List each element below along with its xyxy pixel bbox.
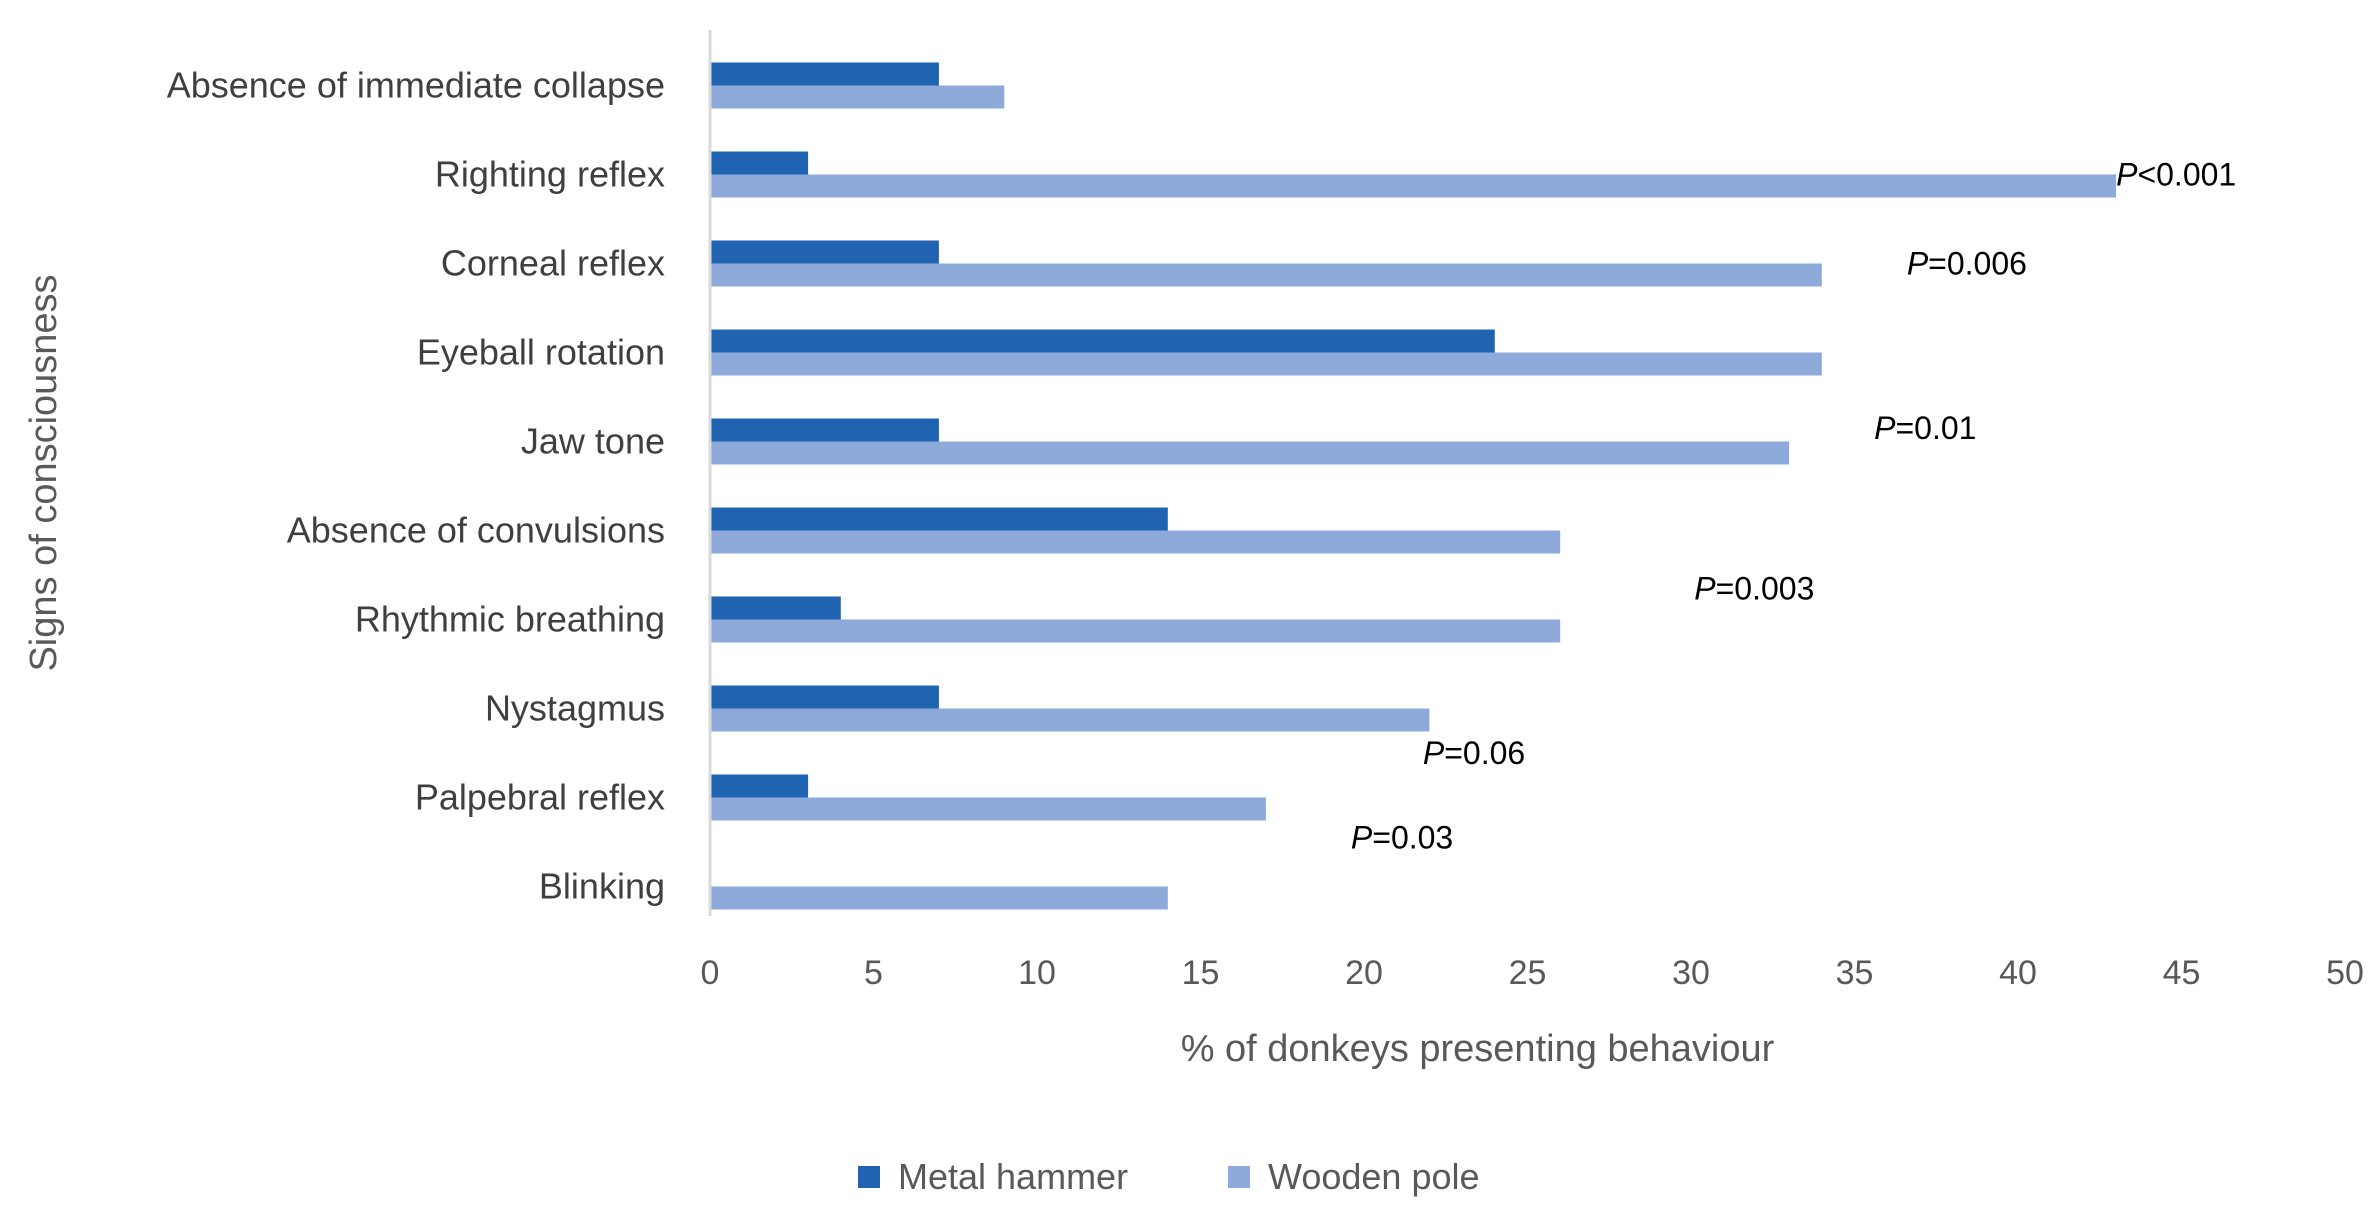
bar-metal-hammer-5 bbox=[710, 418, 939, 442]
p-symbol: P bbox=[1351, 820, 1373, 856]
p-value: <0.001 bbox=[2137, 157, 2236, 193]
category-labels: Absence of immediate collapse Righting re… bbox=[167, 65, 665, 907]
bar-metal-hammer-8 bbox=[710, 685, 939, 709]
legend-swatch-metal-hammer bbox=[858, 1166, 880, 1188]
category-label: Blinking bbox=[539, 866, 665, 907]
x-tick-label: 30 bbox=[1672, 954, 1710, 992]
x-tick-label: 45 bbox=[2163, 954, 2201, 992]
bar-wooden-pole-2 bbox=[710, 174, 2117, 198]
category-label: Jaw tone bbox=[521, 421, 665, 462]
x-tick-labels: 0 5 10 15 20 25 30 35 40 45 50 bbox=[701, 954, 2364, 992]
legend-swatch-wooden-pole bbox=[1228, 1166, 1250, 1188]
bars-layer bbox=[710, 62, 2117, 910]
p-symbol: P bbox=[1874, 410, 1896, 446]
bar-wooden-pole-10 bbox=[710, 886, 1168, 910]
bar-wooden-pole-4 bbox=[710, 352, 1822, 376]
bar-wooden-pole-5 bbox=[710, 441, 1790, 465]
x-tick-label: 20 bbox=[1345, 954, 1383, 992]
p-value-annotation: P=0.003 bbox=[1694, 570, 1814, 606]
bar-metal-hammer-7 bbox=[710, 596, 841, 620]
category-label: Righting reflex bbox=[435, 154, 665, 195]
bar-wooden-pole-7 bbox=[710, 619, 1561, 643]
bar-metal-hammer-9 bbox=[710, 774, 809, 798]
x-tick-label: 15 bbox=[1182, 954, 1220, 992]
p-value: =0.006 bbox=[1928, 246, 2027, 282]
x-axis-title: % of donkeys presenting behaviour bbox=[1181, 1028, 1775, 1070]
x-tick-label: 10 bbox=[1018, 954, 1056, 992]
p-value: =0.03 bbox=[1372, 820, 1453, 856]
category-label: Palpebral reflex bbox=[415, 777, 665, 818]
legend: Metal hammer Wooden pole bbox=[858, 1156, 1480, 1197]
bar-wooden-pole-1 bbox=[710, 85, 1005, 109]
category-label: Absence of immediate collapse bbox=[167, 65, 665, 106]
x-tick-label: 5 bbox=[864, 954, 883, 992]
legend-label: Metal hammer bbox=[898, 1156, 1128, 1197]
p-value-annotation: P=0.006 bbox=[1907, 246, 2027, 282]
category-label: Absence of convulsions bbox=[287, 510, 665, 551]
y-axis-title: Signs of consciousness bbox=[23, 274, 65, 671]
bar-metal-hammer-6 bbox=[710, 507, 1168, 531]
p-symbol: P bbox=[1907, 246, 1929, 282]
x-tick-label: 25 bbox=[1509, 954, 1547, 992]
category-label: Eyeball rotation bbox=[417, 332, 665, 373]
p-symbol: P bbox=[2116, 157, 2138, 193]
p-value-annotation: P=0.06 bbox=[1423, 735, 1525, 771]
category-label: Nystagmus bbox=[485, 688, 665, 729]
p-value-annotation: P=0.01 bbox=[1874, 410, 1976, 446]
bar-metal-hammer-3 bbox=[710, 240, 939, 264]
bar-metal-hammer-4 bbox=[710, 329, 1495, 353]
bar-wooden-pole-6 bbox=[710, 530, 1561, 554]
bar-metal-hammer-1 bbox=[710, 62, 939, 86]
bar-wooden-pole-8 bbox=[710, 708, 1430, 732]
p-value-annotation: P=0.03 bbox=[1351, 820, 1453, 856]
p-symbol: P bbox=[1423, 735, 1445, 771]
bar-metal-hammer-2 bbox=[710, 151, 809, 175]
x-tick-label: 0 bbox=[701, 954, 720, 992]
category-label: Rhythmic breathing bbox=[355, 599, 665, 640]
x-tick-label: 35 bbox=[1836, 954, 1874, 992]
p-value: =0.003 bbox=[1716, 570, 1815, 606]
x-tick-label: 40 bbox=[1999, 954, 2037, 992]
legend-label: Wooden pole bbox=[1268, 1156, 1480, 1197]
p-value-annotation: P<0.001 bbox=[2116, 157, 2236, 193]
bar-wooden-pole-3 bbox=[710, 263, 1822, 287]
p-symbol: P bbox=[1694, 570, 1716, 606]
p-value: =0.01 bbox=[1895, 410, 1976, 446]
x-tick-label: 50 bbox=[2326, 954, 2364, 992]
category-label: Corneal reflex bbox=[441, 243, 665, 284]
bar-wooden-pole-9 bbox=[710, 797, 1266, 821]
p-value: =0.06 bbox=[1444, 735, 1525, 771]
